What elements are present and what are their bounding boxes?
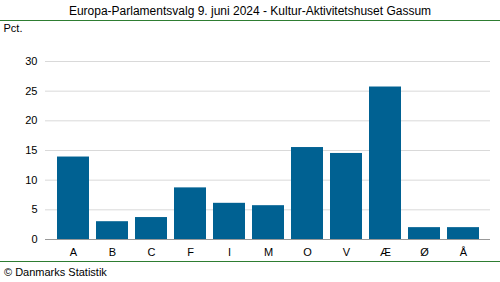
html-text:© Danmarks Statistik: © Danmarks Statistik <box>4 266 107 278</box>
svg-text:Æ: Æ <box>380 246 391 258</box>
svg-text:Å: Å <box>460 246 468 258</box>
svg-text:I: I <box>228 246 231 258</box>
svg-text:15: 15 <box>25 144 37 156</box>
svg-text:25: 25 <box>25 85 37 97</box>
svg-text:5: 5 <box>31 203 37 215</box>
svg-text:M: M <box>264 246 273 258</box>
svg-text:A: A <box>70 246 78 258</box>
svg-text:20: 20 <box>25 114 37 126</box>
svg-text:B: B <box>109 246 116 258</box>
svg-text:C: C <box>148 246 156 258</box>
html-text:Europa-Parlamentsvalg 9. juni: Europa-Parlamentsvalg 9. juni 2024 - Kul… <box>68 4 432 18</box>
svg-text:O: O <box>303 246 312 258</box>
svg-text:Pct.: Pct. <box>4 22 23 34</box>
svg-text:10: 10 <box>25 174 37 186</box>
svg-text:0: 0 <box>31 233 37 245</box>
svg-text:V: V <box>343 246 351 258</box>
svg-text:30: 30 <box>25 55 37 67</box>
svg-text:F: F <box>187 246 194 258</box>
svg-text:Ø: Ø <box>420 246 429 258</box>
